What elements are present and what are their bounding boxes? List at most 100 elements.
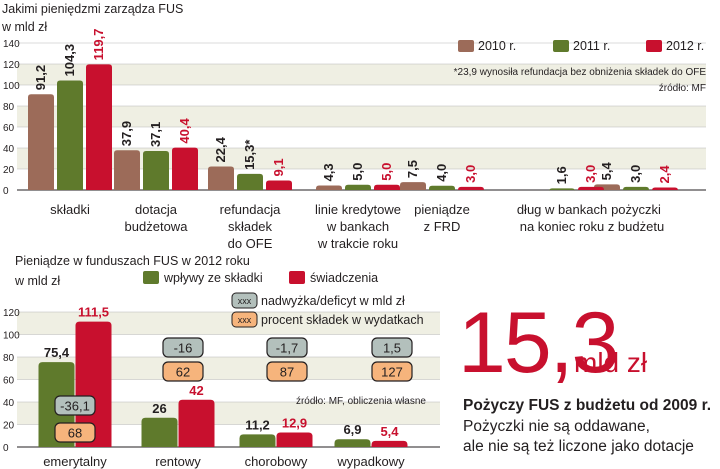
chart1-data-label: 91,2: [33, 65, 48, 90]
chart1-ytick: 140: [3, 39, 20, 50]
chart2-category-label: rentowy: [155, 454, 201, 469]
chart2-source: źródło: MF, obliczenia własne: [296, 396, 426, 407]
chart2-data-label: 6,9: [343, 422, 361, 437]
chart1-data-label: 3,0: [463, 165, 478, 183]
chart1-category-label: z budżetu: [608, 219, 664, 234]
chart2-ytick: 120: [3, 308, 20, 319]
chart1-data-label: 40,4: [177, 118, 192, 144]
percent-box: [371, 361, 413, 382]
chart1-legend-swatch: [646, 40, 662, 52]
chart1-data-label: 5,0: [350, 163, 365, 181]
chart1-category-label: składek: [228, 219, 273, 234]
percent-value: 127: [381, 365, 403, 380]
chart2-ytick: 60: [3, 376, 15, 387]
chart2-bar: [276, 432, 313, 447]
chart2-ytick: 20: [3, 421, 15, 432]
chart1-bar: [266, 180, 292, 190]
chart1-ytick: 120: [3, 60, 20, 71]
chart1-category-label: dług w bankach: [517, 202, 607, 217]
chart2-band: [17, 312, 440, 335]
chart2-data-label: 42: [189, 383, 203, 398]
chart2-band: [17, 402, 440, 425]
box-legend-sample-grey: [231, 292, 258, 309]
chart1-category-label: składki: [50, 202, 90, 217]
chart1-bar: [623, 186, 649, 190]
chart1-band: [17, 106, 706, 127]
chart1-bar: [143, 151, 169, 190]
box-legend-label: procent składek w wydatkach: [261, 313, 424, 327]
chart1-bar: [429, 185, 455, 190]
surplus-value: -1,7: [276, 341, 298, 356]
chart1-ytick: 40: [3, 144, 15, 155]
chart1-bar: [316, 185, 342, 190]
chart2-data-label: 111,5: [78, 305, 109, 320]
highlight-unit: mld zł: [574, 347, 648, 378]
box-legend-label: nadwyżka/deficyt w mld zł: [261, 294, 405, 308]
chart1-bar: [374, 184, 400, 190]
chart1-legend-label: 2011 r.: [573, 39, 610, 53]
chart1-bar: [114, 150, 140, 190]
surplus-value: 1,5: [383, 341, 401, 356]
chart1-legend-label: 2010 r.: [478, 39, 516, 53]
chart1-data-label: 9,1: [271, 158, 286, 176]
chart2-legend-swatch: [289, 271, 305, 284]
chart2-data-label: 12,9: [282, 415, 307, 430]
box-legend-sample-orange: [231, 311, 258, 328]
chart2-ytick: 80: [3, 353, 15, 364]
chart2-bar: [239, 434, 276, 447]
chart1-data-label: 3,0: [628, 165, 643, 183]
percent-value: 87: [280, 365, 294, 380]
chart1-data-label: 37,1: [148, 122, 163, 147]
chart1-category-label: w bankach: [326, 219, 389, 234]
chart1-bar: [578, 186, 604, 190]
chart1-category-label: dotacja: [135, 202, 178, 217]
chart1-category-label: pieniądze: [414, 202, 470, 217]
chart1-ytick: 100: [3, 81, 20, 92]
chart2-legend-label: wpływy ze składki: [163, 271, 263, 285]
chart1-data-label: 1,6: [554, 166, 569, 184]
chart1-ylabel: w mld zł: [1, 20, 47, 34]
chart1-bar: [172, 147, 198, 190]
percent-box: [266, 361, 308, 382]
chart1-bar: [652, 187, 678, 191]
chart1-title: Jakimi pieniędzmi zarządza FUS: [2, 2, 183, 16]
chart1-category-label: linie kredytowe: [315, 202, 401, 217]
chart1-data-label: 104,3: [62, 44, 77, 77]
percent-value: 68: [68, 426, 82, 441]
highlight-value: 15,3: [458, 295, 619, 391]
surplus-value: -16: [174, 341, 193, 356]
percent-value: 62: [176, 365, 190, 380]
surplus-box: [54, 395, 96, 416]
chart1-category-label: budżetowa: [125, 219, 189, 234]
chart2-bar: [371, 440, 408, 447]
chart2-title: Pieniądze w funduszach FUS w 2012 roku: [15, 254, 250, 268]
chart1-legend-swatch: [553, 40, 569, 52]
chart1-source: źródło: MF: [659, 83, 706, 94]
chart1-data-label: 15,3*: [242, 139, 257, 170]
surplus-box: [162, 337, 204, 358]
chart2-data-label: 75,4: [44, 345, 70, 360]
chart1-data-label: 3,0: [583, 165, 598, 183]
chart2-category-label: wypadkowy: [336, 454, 405, 469]
chart2-data-label: 11,2: [245, 417, 270, 432]
chart1-bar: [458, 186, 484, 190]
chart1-category-label: pożyczki: [611, 202, 661, 217]
chart1-category-label: w trakcie roku: [317, 236, 398, 251]
chart2-ytick: 100: [3, 331, 20, 342]
chart1-legend-swatch: [458, 40, 474, 52]
chart2-ytick: 40: [3, 398, 15, 409]
chart2-category-label: chorobowy: [245, 454, 308, 469]
box-legend-sample-text: xxx: [238, 296, 252, 306]
chart1-bar: [208, 166, 234, 190]
surplus-value: -36,1: [60, 399, 90, 414]
chart2-bar: [141, 417, 178, 447]
chart2-band: [17, 357, 440, 380]
highlight-title: Pożyczy FUS z budżetu od 2009 r.: [463, 397, 712, 414]
chart1-bar: [28, 94, 54, 190]
chart1-band: [17, 64, 706, 85]
highlight-line-2: ale nie są też liczone jako dotacje: [463, 438, 694, 455]
chart1-data-label: 5,4: [599, 161, 614, 180]
chart1-data-label: 119,7: [91, 28, 106, 60]
chart1-bar: [237, 173, 263, 190]
chart1-category-label: z FRD: [424, 219, 461, 234]
